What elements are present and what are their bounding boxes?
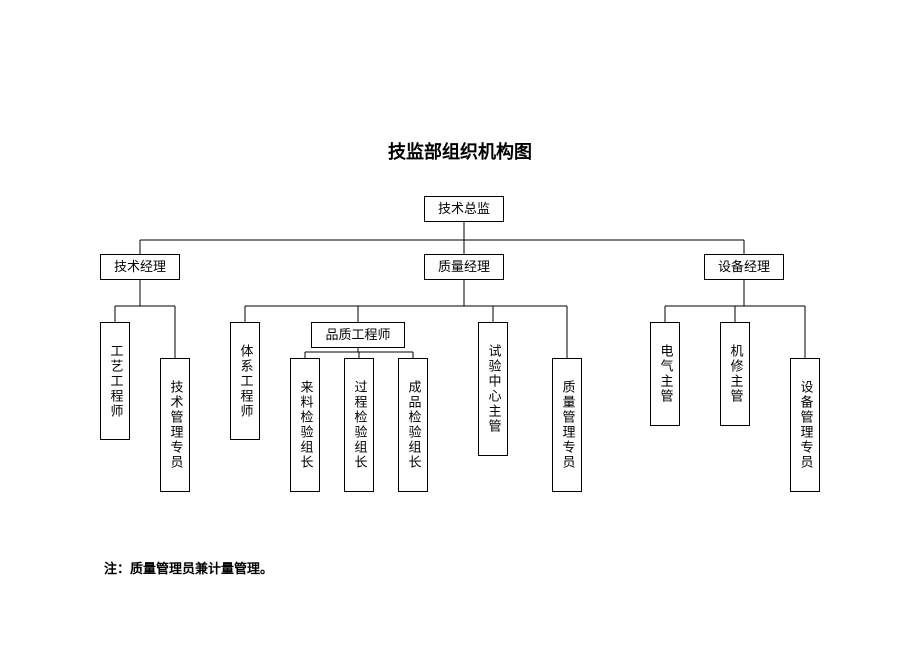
node-l_jxzg: 机修主管 xyxy=(720,322,750,426)
node-l_lljy: 来料检验组长 xyxy=(290,358,320,492)
node-l_dqzg: 电气主管 xyxy=(650,322,680,426)
node-m3: 设备经理 xyxy=(704,254,784,280)
node-l_gyi: 工艺工程师 xyxy=(100,322,130,440)
chart-footnote: 注：质量管理员兼计量管理。 xyxy=(104,558,273,577)
node-l_gcjy: 过程检验组长 xyxy=(344,358,374,492)
node-l_cpjy: 成品检验组长 xyxy=(398,358,428,492)
node-l_zlgl: 质量管理专员 xyxy=(552,358,582,492)
node-l_jsgl: 技术管理专员 xyxy=(160,358,190,492)
node-m2: 质量经理 xyxy=(424,254,504,280)
connector-lines xyxy=(0,0,920,651)
node-l_txgcs: 体系工程师 xyxy=(230,322,260,440)
node-l_sbgl: 设备管理专员 xyxy=(790,358,820,492)
node-l_syzx: 试验中心主管 xyxy=(478,322,508,456)
node-root: 技术总监 xyxy=(424,196,504,222)
chart-title: 技监部组织机构图 xyxy=(0,138,920,164)
node-qe: 品质工程师 xyxy=(311,322,405,348)
org-chart-canvas: 技监部组织机构图 技术总监技术经理 质量经理 设备经理品质工程师 工艺工程师技术管理专… xyxy=(0,0,920,651)
node-m1: 技术经理 xyxy=(100,254,180,280)
